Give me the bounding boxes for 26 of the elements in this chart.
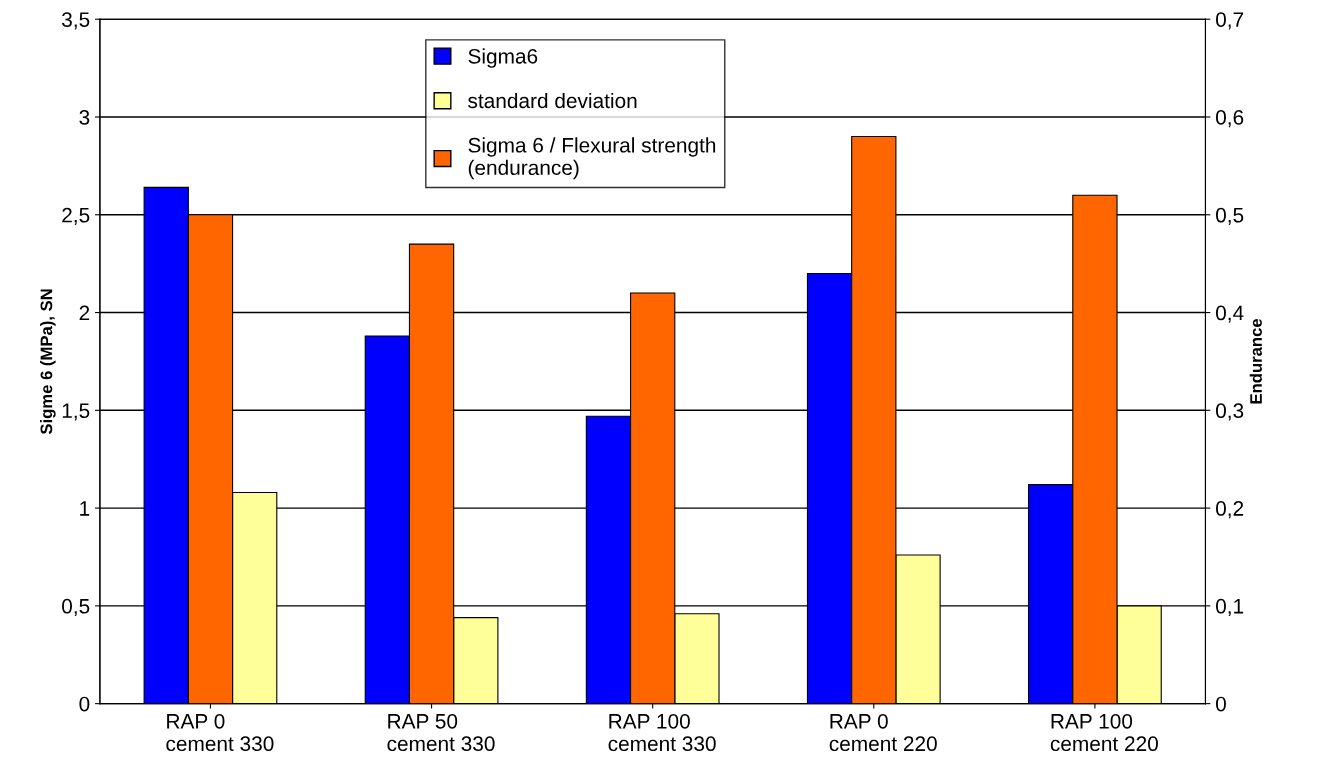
y-tick-label: 0 xyxy=(79,696,90,712)
y2-tick-label: 0,4 xyxy=(1216,305,1244,323)
y-tick-label: 1 xyxy=(80,501,90,516)
x-tick-label: RAP 0 cement 220 xyxy=(829,713,937,752)
y-tick-label: 1,5 xyxy=(62,403,90,421)
legend-label: Sigma6 xyxy=(468,48,538,68)
y-tick-label: 2 xyxy=(79,305,90,321)
legend-label: standard deviation xyxy=(468,92,637,109)
y2-tick-label: 0,1 xyxy=(1216,598,1244,617)
x-tick-label: RAP 100 cement 220 xyxy=(1050,713,1158,752)
legend-label: Sigma 6 / Flexural strength (endurance) xyxy=(468,137,716,180)
y2-tick-label: 0 xyxy=(1216,696,1226,712)
x-tick-label: RAP 50 cement 330 xyxy=(387,713,495,752)
y-tick-label: 2,5 xyxy=(62,207,90,225)
y2-tick-label: 0,5 xyxy=(1216,207,1244,225)
y2-axis-title: Endurance xyxy=(1249,318,1262,404)
x-tick-label: RAP 100 cement 330 xyxy=(608,713,716,752)
y-tick-label: 0,5 xyxy=(62,598,90,617)
y-axis-title: Sigme 6 (MPa), SN xyxy=(40,289,56,435)
y2-tick-label: 0,7 xyxy=(1216,12,1244,30)
y-tick-label: 3 xyxy=(79,110,90,125)
y-tick-label: 3,5 xyxy=(62,12,90,30)
x-tick-label: RAP 0 cement 330 xyxy=(166,713,274,752)
y2-tick-label: 0,6 xyxy=(1216,110,1244,128)
y2-tick-label: 0,2 xyxy=(1216,501,1244,519)
y2-tick-label: 0,3 xyxy=(1216,403,1244,421)
